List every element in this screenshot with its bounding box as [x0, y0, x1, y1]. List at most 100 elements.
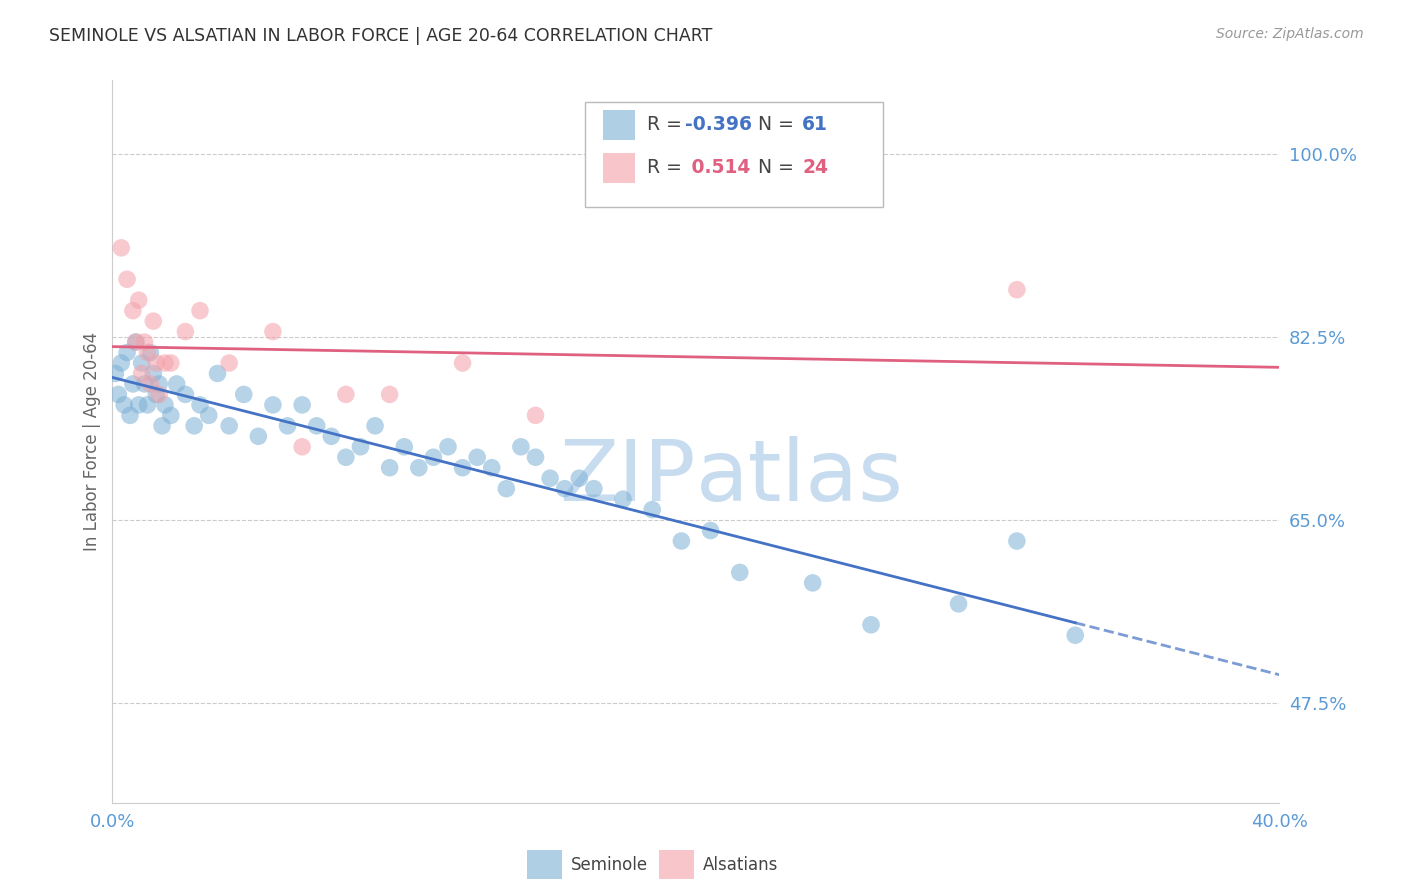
Point	[524, 409, 547, 423]
Point	[125, 334, 148, 349]
Point	[262, 325, 284, 339]
Point	[394, 440, 416, 454]
Text: Seminole: Seminole	[571, 856, 648, 874]
Text: 24: 24	[803, 158, 828, 177]
Point	[728, 566, 751, 580]
Point	[188, 398, 211, 412]
Point	[801, 575, 824, 590]
Text: N =: N =	[758, 115, 800, 134]
Point	[122, 303, 145, 318]
Point	[509, 440, 531, 454]
Text: Alsatians: Alsatians	[703, 856, 779, 874]
Point	[118, 409, 141, 423]
Point	[451, 460, 474, 475]
Point	[134, 376, 156, 391]
Point	[197, 409, 219, 423]
Text: R =: R =	[647, 158, 688, 177]
Point	[305, 418, 328, 433]
Point	[554, 482, 576, 496]
Point	[364, 418, 387, 433]
Point	[183, 418, 205, 433]
Point	[232, 387, 254, 401]
Text: N =: N =	[758, 158, 800, 177]
Point	[125, 334, 148, 349]
Point	[349, 440, 371, 454]
Y-axis label: In Labor Force | Age 20-64: In Labor Force | Age 20-64	[83, 332, 101, 551]
Text: SEMINOLE VS ALSATIAN IN LABOR FORCE | AGE 20-64 CORRELATION CHART: SEMINOLE VS ALSATIAN IN LABOR FORCE | AG…	[49, 27, 713, 45]
FancyBboxPatch shape	[585, 102, 883, 207]
Point	[160, 356, 183, 370]
Point	[671, 534, 693, 549]
Point	[188, 303, 211, 318]
Point	[150, 418, 173, 433]
Point	[247, 429, 270, 443]
Point	[136, 345, 159, 359]
Point	[110, 241, 132, 255]
Point	[131, 367, 153, 381]
Point	[174, 387, 197, 401]
Point	[142, 314, 165, 328]
FancyBboxPatch shape	[603, 110, 636, 140]
Text: -0.396: -0.396	[686, 115, 752, 134]
Point	[107, 387, 129, 401]
Point	[451, 356, 474, 370]
Point	[153, 356, 176, 370]
Point	[122, 376, 145, 391]
Point	[115, 272, 138, 286]
Point	[174, 325, 197, 339]
Point	[378, 460, 401, 475]
Point	[207, 367, 229, 381]
Point	[148, 387, 170, 401]
Point	[166, 376, 188, 391]
Point	[378, 387, 401, 401]
Point	[538, 471, 561, 485]
Point	[291, 440, 314, 454]
FancyBboxPatch shape	[658, 850, 693, 879]
FancyBboxPatch shape	[603, 153, 636, 183]
Point	[218, 418, 240, 433]
Point	[568, 471, 591, 485]
Point	[465, 450, 488, 465]
Point	[321, 429, 343, 443]
Text: 0.514: 0.514	[686, 158, 751, 177]
Point	[128, 293, 150, 308]
Point	[131, 356, 153, 370]
Point	[112, 398, 135, 412]
FancyBboxPatch shape	[527, 850, 562, 879]
Point	[437, 440, 460, 454]
Text: Source: ZipAtlas.com: Source: ZipAtlas.com	[1216, 27, 1364, 41]
Point	[160, 409, 183, 423]
Point	[408, 460, 430, 475]
Point	[145, 387, 167, 401]
Text: ZIP: ZIP	[560, 436, 696, 519]
Point	[860, 617, 883, 632]
Point	[524, 450, 547, 465]
Point	[699, 524, 721, 538]
Point	[641, 502, 664, 516]
Point	[291, 398, 314, 412]
Point	[612, 492, 634, 507]
Point	[582, 482, 605, 496]
Point	[115, 345, 138, 359]
Point	[422, 450, 444, 465]
Point	[110, 356, 132, 370]
Point	[495, 482, 517, 496]
Text: atlas: atlas	[696, 436, 904, 519]
Point	[1005, 283, 1028, 297]
Point	[1005, 534, 1028, 549]
Point	[145, 356, 167, 370]
Point	[104, 367, 127, 381]
Point	[134, 334, 156, 349]
Point	[335, 450, 357, 465]
Text: 61: 61	[803, 115, 828, 134]
Point	[948, 597, 970, 611]
Point	[153, 398, 176, 412]
Point	[139, 345, 162, 359]
Point	[142, 367, 165, 381]
Point	[128, 398, 150, 412]
Point	[218, 356, 240, 370]
Point	[335, 387, 357, 401]
Point	[481, 460, 503, 475]
Point	[262, 398, 284, 412]
Point	[276, 418, 298, 433]
